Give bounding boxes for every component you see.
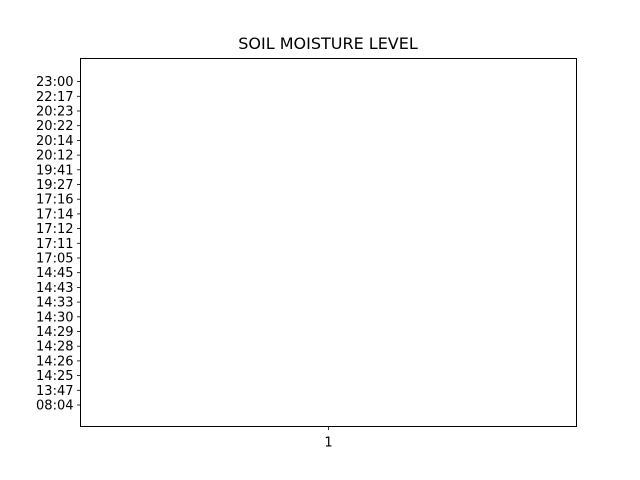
- y-tick-label: 20:22: [36, 119, 73, 134]
- y-tick-label: 23:00: [36, 75, 73, 90]
- y-tick-label: 13:47: [36, 384, 73, 399]
- y-tick-label: 17:05: [36, 252, 73, 267]
- y-tick-label: 19:27: [36, 178, 73, 193]
- x-axis: 1: [324, 426, 333, 451]
- y-tick-label: 20:14: [36, 134, 73, 149]
- plot-area-frame: [80, 58, 577, 427]
- y-tick-label: 14:25: [36, 369, 73, 384]
- y-tick-label: 14:33: [36, 296, 73, 311]
- y-tick-label: 17:11: [36, 237, 73, 252]
- y-tick-label: 20:12: [36, 149, 73, 164]
- y-tick-label: 14:26: [36, 354, 73, 369]
- y-tick-label: 08:04: [36, 399, 73, 414]
- y-tick-label: 14:30: [36, 310, 73, 325]
- y-tick-label: 17:12: [36, 222, 73, 237]
- y-tick-label: 14:45: [36, 266, 73, 281]
- y-tick-label: 14:29: [36, 325, 73, 340]
- y-tick-label: 17:16: [36, 193, 73, 208]
- y-tick-label: 14:28: [36, 340, 73, 355]
- y-tick-label: 22:17: [36, 90, 73, 105]
- y-tick-label: 17:14: [36, 207, 73, 222]
- y-tick-label: 14:43: [36, 281, 73, 296]
- y-axis: 08:0413:4714:2514:2614:2814:2914:3014:33…: [36, 75, 81, 414]
- chart-title: SOIL MOISTURE LEVEL: [238, 34, 418, 53]
- x-tick-label: 1: [324, 436, 332, 451]
- y-tick-label: 20:23: [36, 105, 73, 120]
- y-tick-label: 19:41: [36, 163, 73, 178]
